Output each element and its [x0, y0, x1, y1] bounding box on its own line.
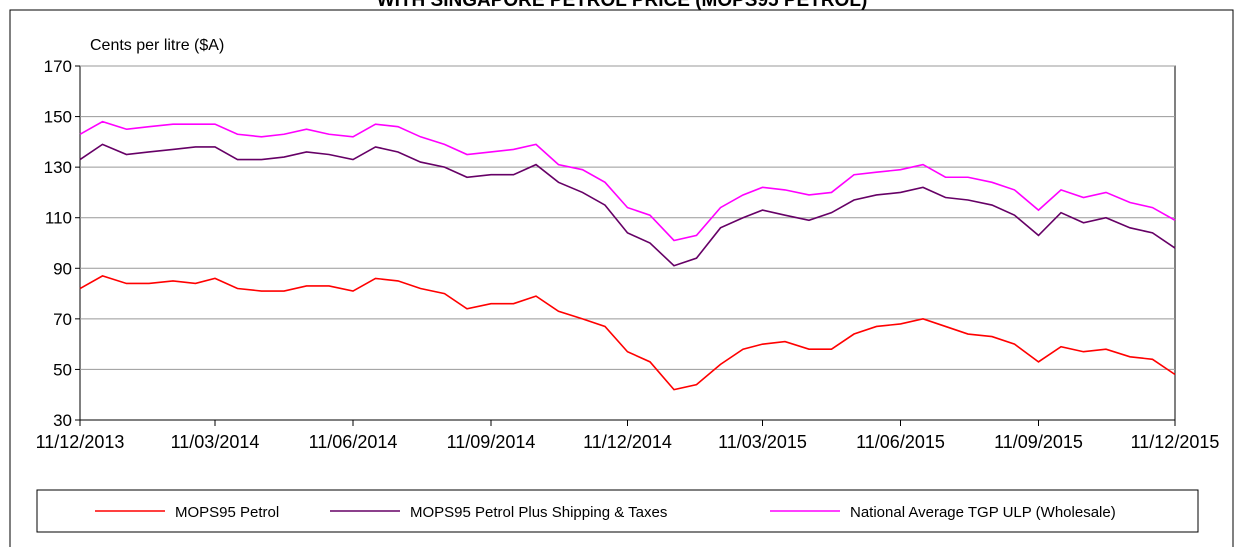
- plot-area: [79, 65, 1176, 421]
- legend: [36, 489, 1199, 533]
- chart-frame: [9, 9, 1234, 547]
- y-tick-label: 150: [44, 108, 72, 127]
- x-tick-label: 11/03/2014: [171, 432, 260, 452]
- y-tick-label: 70: [53, 310, 72, 329]
- x-tick-label: 11/09/2015: [994, 432, 1083, 452]
- x-tick-label: 11/06/2014: [309, 432, 398, 452]
- legend-label: MOPS95 Petrol Plus Shipping & Taxes: [410, 504, 667, 521]
- y-tick-label: 110: [45, 209, 72, 228]
- legend-label: MOPS95 Petrol: [175, 504, 279, 521]
- y-tick-label: 130: [44, 158, 72, 177]
- legend-label: National Average TGP ULP (Wholesale): [850, 504, 1116, 521]
- x-tick-label: 11/12/2014: [583, 432, 672, 452]
- y-axis-label: Cents per litre ($A): [90, 37, 224, 54]
- y-tick-label: 50: [53, 360, 72, 379]
- y-tick-label: 170: [44, 57, 72, 76]
- series-line: [79, 120, 1176, 242]
- x-tick-label: 11/06/2015: [856, 432, 945, 452]
- y-tick-label: 90: [53, 259, 72, 278]
- chart-title: WITH SINGAPORE PETROL PRICE (MOPS95 PETR…: [377, 0, 868, 11]
- series-line: [79, 275, 1176, 391]
- x-tick-label: 11/09/2014: [447, 432, 536, 452]
- y-tick-label: 30: [53, 411, 72, 430]
- x-tick-label: 11/12/2013: [36, 432, 125, 452]
- x-tick-label: 11/12/2015: [1131, 432, 1220, 452]
- x-tick-label: 11/03/2015: [718, 432, 807, 452]
- series-line: [79, 143, 1176, 267]
